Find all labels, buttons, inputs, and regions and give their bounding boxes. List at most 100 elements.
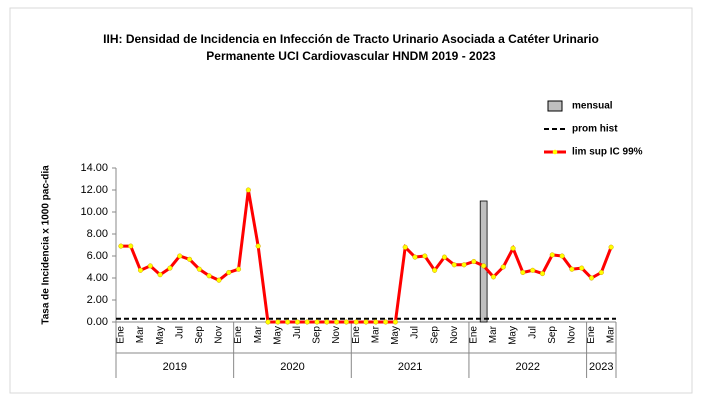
x-tick-label: Ene [586, 326, 597, 344]
marker [402, 244, 408, 250]
marker [608, 244, 614, 250]
legend-label: mensual [572, 101, 613, 112]
year-label: 2019 [163, 361, 187, 373]
marker [412, 254, 418, 260]
x-tick-label: Jul [410, 326, 421, 339]
year-label: 2022 [516, 361, 540, 373]
marker [275, 319, 281, 325]
x-tick-label: Sep [429, 326, 440, 344]
marker [137, 267, 144, 273]
marker [265, 319, 271, 325]
x-tick-label: Ene [351, 326, 362, 344]
legend-label: lim sup IC 99% [572, 147, 643, 158]
x-tick-label: Mar [488, 325, 499, 343]
marker [334, 319, 340, 325]
marker [343, 319, 349, 325]
y-tick-label: 0.00 [87, 316, 108, 328]
marker [530, 267, 536, 273]
marker [304, 319, 310, 325]
marker [588, 275, 595, 281]
marker [226, 269, 232, 276]
x-tick-label: Jul [292, 326, 303, 339]
marker [177, 253, 183, 259]
marker [147, 263, 153, 269]
x-tick-label: Mar [606, 325, 617, 343]
marker [314, 319, 320, 325]
marker [383, 319, 389, 325]
x-tick-label: Ene [116, 326, 127, 344]
y-tick-label: 4.00 [87, 272, 108, 284]
marker [539, 271, 546, 277]
marker [294, 319, 300, 325]
year-label: 2023 [589, 361, 613, 373]
marker [363, 319, 369, 325]
marker [206, 273, 212, 279]
marker [255, 243, 261, 249]
marker [559, 253, 565, 259]
y-tick-label: 2.00 [87, 294, 108, 306]
marker [353, 319, 359, 325]
x-tick-label: Ene [233, 326, 244, 344]
legend-marker [552, 149, 558, 155]
x-tick-label: May [155, 326, 166, 345]
marker [157, 272, 163, 278]
marker [598, 269, 604, 276]
y-tick-label: 8.00 [87, 228, 108, 240]
marker [373, 319, 379, 325]
marker [422, 253, 428, 259]
marker [461, 262, 467, 268]
x-tick-label: Nov [214, 326, 225, 344]
legend-label: prom hist [572, 124, 618, 135]
marker [432, 267, 438, 273]
marker [520, 269, 526, 276]
x-tick-label: Ene [468, 326, 479, 344]
marker [128, 243, 134, 249]
x-tick-label: May [390, 326, 401, 345]
marker [579, 265, 585, 271]
x-tick-label: Sep [312, 326, 323, 344]
x-tick-label: Jul [174, 326, 185, 339]
marker [186, 256, 193, 262]
legend-swatch [547, 100, 563, 112]
x-tick-label: Sep [194, 326, 205, 344]
marker [245, 187, 251, 193]
marker [549, 252, 555, 258]
bar [479, 200, 488, 323]
x-tick-label: May [272, 326, 283, 345]
x-tick-label: Nov [449, 326, 460, 344]
y-tick-label: 6.00 [87, 250, 108, 262]
marker [441, 254, 447, 260]
y-tick-label: 10.00 [80, 206, 108, 218]
marker [471, 258, 477, 265]
marker [510, 245, 516, 251]
x-tick-label: Nov [331, 326, 342, 344]
chart-title: Permanente UCI Cardiovascular HNDM 2019 … [206, 49, 496, 63]
x-tick-label: May [508, 326, 519, 345]
x-tick-label: Sep [547, 326, 558, 344]
x-tick-label: Mar [253, 325, 264, 343]
marker [167, 265, 173, 271]
marker [216, 277, 222, 283]
marker [196, 266, 202, 272]
x-tick-label: Mar [135, 325, 146, 343]
marker [235, 266, 242, 272]
marker [481, 263, 487, 269]
marker [451, 262, 457, 268]
y-tick-label: 12.00 [80, 184, 108, 196]
marker [324, 319, 330, 325]
x-tick-label: Mar [370, 325, 381, 343]
marker [490, 274, 497, 280]
x-tick-label: Jul [527, 326, 538, 339]
marker [500, 264, 506, 270]
y-axis-label: Tasa de Incidencia x 1000 pac-dia [41, 165, 52, 325]
marker [118, 243, 124, 249]
x-tick-label: Nov [567, 326, 578, 344]
chart-title: IIH: Densidad de Incidencia en Infección… [103, 32, 599, 46]
year-label: 2020 [280, 361, 304, 373]
y-tick-label: 14.00 [80, 162, 108, 174]
marker [569, 266, 575, 272]
year-label: 2021 [398, 361, 422, 373]
marker [392, 319, 398, 325]
marker [285, 319, 291, 325]
